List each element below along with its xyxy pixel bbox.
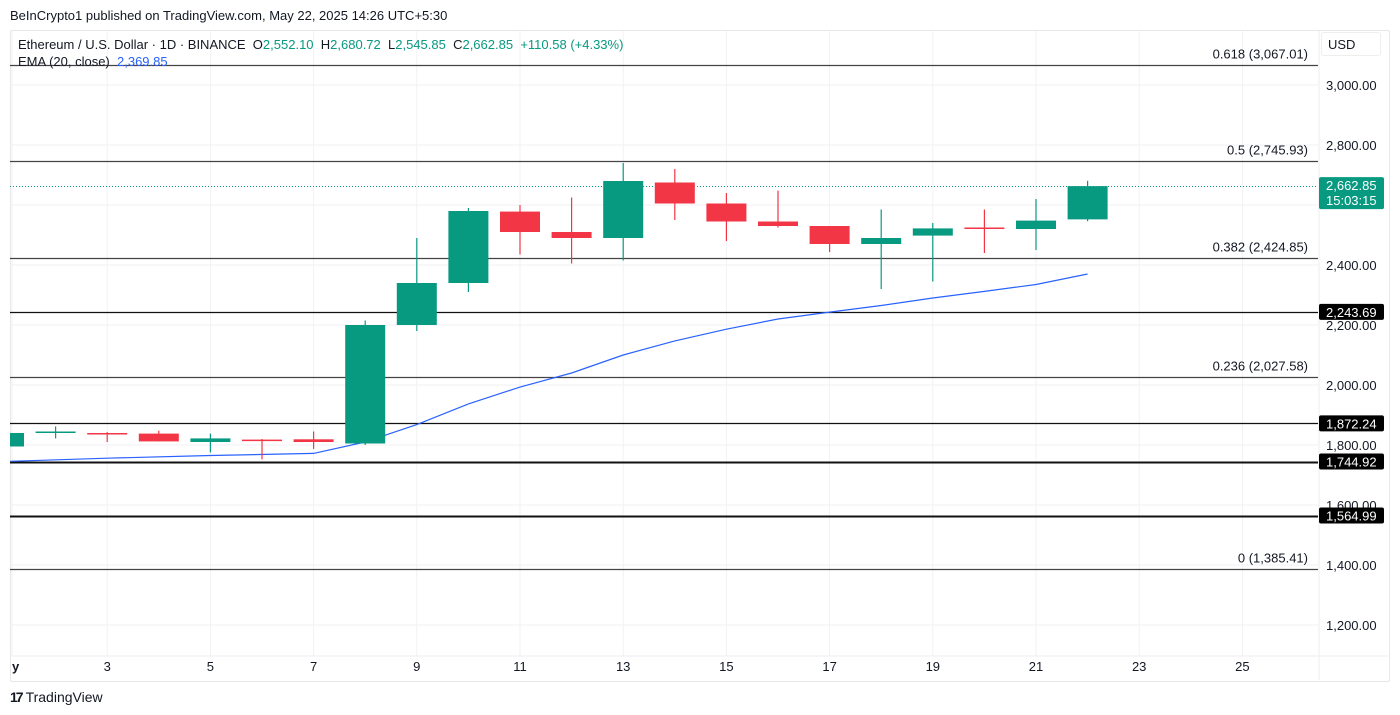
ema-row[interactable]: EMA (20, close) 2,369.85	[18, 53, 623, 70]
fib-level-label: 0.5 (2,745.93)	[1227, 143, 1308, 158]
time-tick-label: 3	[104, 659, 111, 674]
tradingview-logo-icon: 17	[10, 689, 24, 705]
time-tick-label: 13	[616, 659, 630, 674]
last-price-badge	[1319, 177, 1384, 210]
ema-line[interactable]	[4, 273, 1088, 462]
level-price-badge-text: 1,564.99	[1326, 509, 1377, 524]
ema-label: EMA (20, close)	[18, 54, 110, 69]
price-tick-label: 1,400.00	[1326, 558, 1377, 573]
candle-down[interactable]	[654, 169, 695, 220]
level-price-badge	[1319, 507, 1384, 524]
price-tick-label: 2,400.00	[1326, 258, 1377, 273]
level-price-badge-text: 1,872.24	[1326, 416, 1377, 431]
currency-button[interactable]: USD	[1321, 32, 1381, 56]
high-value: 2,680.72	[330, 37, 381, 52]
time-tick-label: 11	[513, 659, 527, 674]
change-value: +110.58 (+4.33%)	[520, 37, 624, 52]
time-tick-label: 25	[1235, 659, 1249, 674]
published-caption: BeInCrypto1 published on TradingView.com…	[10, 8, 448, 23]
level-price-badge	[1319, 415, 1384, 432]
candle-down[interactable]	[809, 226, 850, 253]
level-price-badge	[1319, 303, 1384, 320]
candle-up[interactable]	[861, 209, 902, 290]
time-tick-label: 23	[1132, 659, 1146, 674]
bar-countdown-text: 15:03:15	[1326, 193, 1377, 208]
candle-up[interactable]	[448, 208, 489, 292]
price-tick-label: 1,200.00	[1326, 618, 1377, 633]
candle-down[interactable]	[500, 205, 540, 255]
open-value: 2,552.10	[262, 37, 314, 52]
candle-up[interactable]	[345, 320, 386, 446]
candle-down[interactable]	[87, 432, 128, 442]
candle-up[interactable]	[1016, 199, 1056, 250]
price-tick-label: 2,000.00	[1326, 378, 1377, 393]
candle-down[interactable]	[138, 430, 179, 442]
level-price-badge	[1319, 453, 1384, 470]
chart-frame	[10, 30, 1390, 682]
price-tick-label: 2,200.00	[1326, 318, 1377, 333]
time-tick-label: 7	[310, 659, 317, 674]
time-tick-label: 21	[1029, 659, 1043, 674]
time-tick-label: 17	[822, 659, 836, 674]
candle-down[interactable]	[706, 193, 747, 241]
candle-up[interactable]	[396, 238, 437, 331]
fib-level-label: 0.382 (2,424.85)	[1213, 240, 1308, 255]
candle-up[interactable]	[603, 163, 644, 261]
time-tick-label: 9	[413, 659, 420, 674]
last-price-text: 2,662.85	[1326, 178, 1377, 193]
candle-down[interactable]	[293, 431, 334, 449]
price-tick-label: 2,800.00	[1326, 138, 1377, 153]
candle-down[interactable]	[242, 439, 282, 460]
price-tick-label: 3,000.00	[1326, 78, 1377, 93]
ema-value: 2,369.85	[117, 54, 168, 69]
candle-down[interactable]	[758, 190, 798, 228]
candle-down[interactable]	[964, 209, 1005, 254]
time-tick-label: 19	[926, 659, 940, 674]
level-price-badge-text: 1,744.92	[1326, 455, 1377, 470]
chart-legend: Ethereum / U.S. Dollar · 1D · BINANCE O2…	[18, 36, 623, 70]
fib-level-label: 0.618 (3,067.01)	[1213, 47, 1308, 62]
fib-level-label: 0 (1,385.41)	[1238, 551, 1308, 566]
close-value: 2,662.85	[462, 37, 514, 52]
candle-up[interactable]	[1067, 180, 1108, 222]
tradingview-logo[interactable]: 17 TradingView	[10, 689, 103, 705]
candle-up[interactable]	[0, 432, 24, 448]
candle-up[interactable]	[35, 426, 76, 439]
low-value: 2,545.85	[395, 37, 446, 52]
time-tick-label: 5	[207, 659, 214, 674]
candle-down[interactable]	[551, 197, 592, 264]
time-tick-label: y	[12, 659, 20, 674]
candle-up[interactable]	[190, 433, 231, 453]
price-tick-label: 1,800.00	[1326, 438, 1377, 453]
candle-up[interactable]	[912, 223, 953, 282]
ohlc-row: Ethereum / U.S. Dollar · 1D · BINANCE O2…	[18, 37, 624, 52]
symbol-title[interactable]: Ethereum / U.S. Dollar · 1D · BINANCE	[18, 37, 246, 52]
level-price-badge-text: 2,243.69	[1326, 305, 1377, 320]
fib-level-label: 0.236 (2,027.58)	[1213, 359, 1308, 374]
time-tick-label: 15	[719, 659, 733, 674]
